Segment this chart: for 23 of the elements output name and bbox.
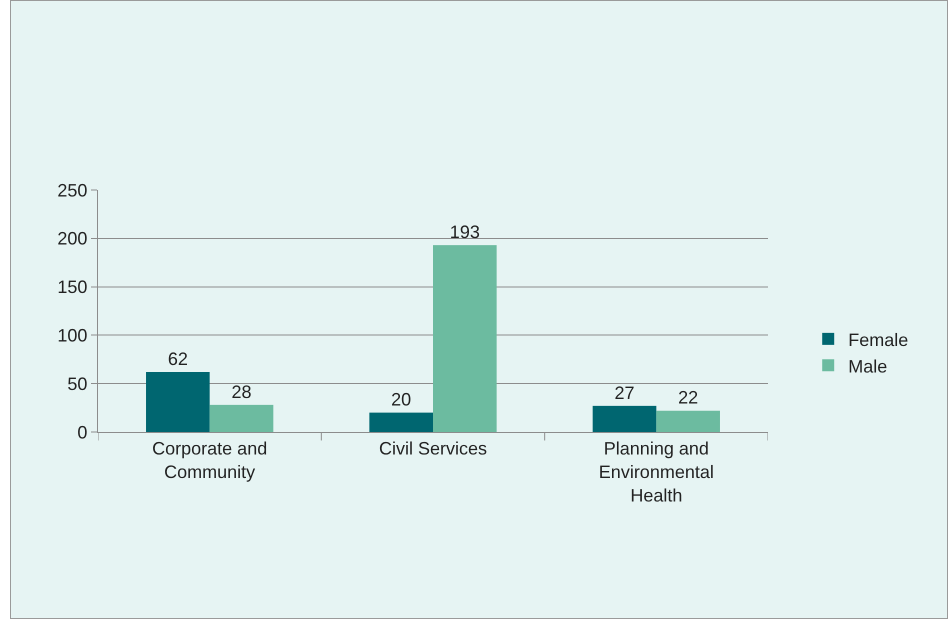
y-tick-label: 250: [57, 180, 88, 200]
x-tick-label: Civil Services: [378, 438, 488, 459]
data-label: 20: [391, 390, 412, 410]
data-label: 62: [168, 348, 188, 369]
data-label: 27: [614, 382, 635, 403]
x-tick-label: Corporate and Community: [152, 438, 268, 482]
bar: [146, 372, 210, 432]
bar: [592, 406, 656, 432]
bar: [210, 404, 274, 432]
y-tick-label: 200: [57, 228, 88, 249]
x-tick-label: Planning and Environmental Health: [598, 438, 714, 506]
bar: [433, 245, 497, 432]
bar: [369, 412, 433, 432]
data-label: 28: [231, 382, 252, 402]
y-tick-label: 50: [67, 374, 88, 394]
data-label: 22: [678, 388, 698, 408]
bar: [656, 410, 720, 432]
y-tick-label: 0: [77, 422, 88, 442]
legend-label: Male: [848, 356, 888, 376]
data-label: 193: [450, 222, 480, 242]
legend-label: Female: [848, 330, 908, 350]
y-tick-label: 150: [57, 277, 88, 298]
y-tick-label: 100: [57, 326, 88, 346]
